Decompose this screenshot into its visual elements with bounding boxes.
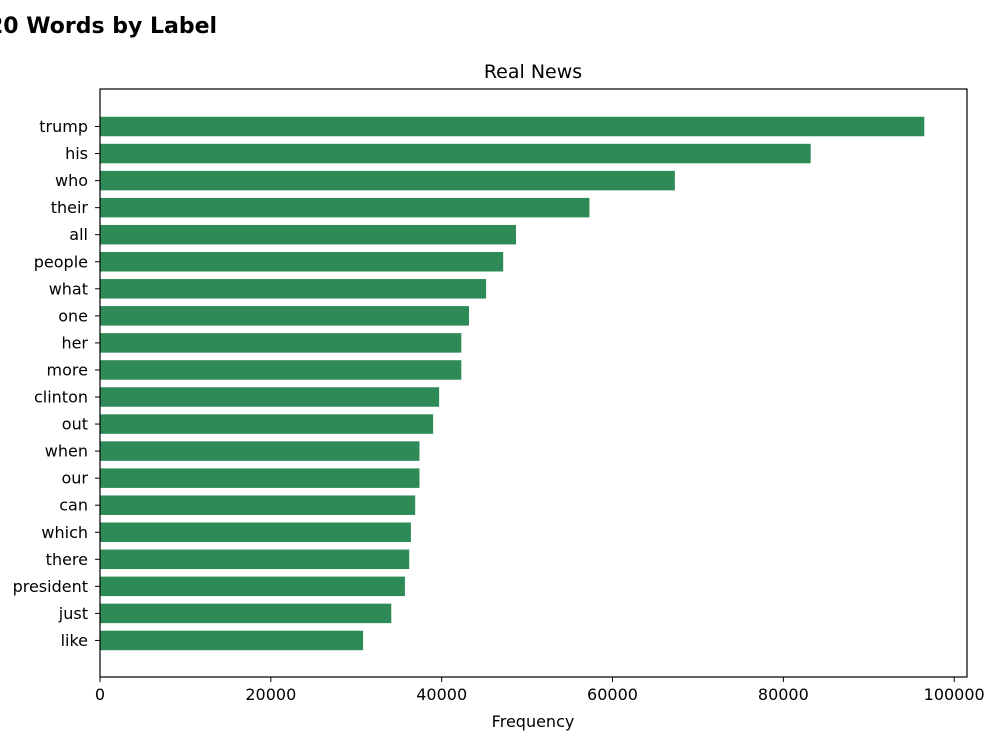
- bar-one: [100, 306, 470, 326]
- y-tick-label: our: [61, 469, 88, 488]
- y-tick-label: out: [62, 415, 88, 434]
- y-tick-label: there: [46, 550, 88, 569]
- chart-title: Real News: [484, 61, 582, 83]
- x-axis: 0 20000 40000 60000 80000 100000: [95, 677, 985, 704]
- bar-who: [100, 170, 675, 191]
- bar-her: [100, 333, 462, 353]
- x-tick-label: 40000: [416, 685, 467, 704]
- bar-our: [100, 468, 420, 488]
- y-tick-label: can: [59, 496, 88, 515]
- y-tick-label: more: [47, 360, 88, 379]
- bar-clinton: [100, 387, 440, 407]
- bar-their: [100, 197, 590, 218]
- y-tick-label: like: [61, 631, 88, 650]
- y-tick-label: all: [69, 225, 88, 244]
- y-tick-label: just: [58, 604, 88, 623]
- bar-out: [100, 414, 434, 434]
- figure-suptitle: 20 Words by Label: [0, 14, 217, 39]
- y-tick-label: what: [49, 279, 88, 298]
- x-tick-label: 60000: [587, 685, 638, 704]
- x-tick-label: 0: [95, 685, 105, 704]
- bar-people: [100, 252, 504, 272]
- y-axis: trump his who their all people what one her more c…: [13, 117, 100, 650]
- x-tick-label: 20000: [245, 685, 296, 704]
- bar-his: [100, 143, 811, 164]
- plot-frame: [99, 88, 968, 678]
- bar-what: [100, 279, 487, 299]
- y-tick-label: people: [34, 252, 88, 271]
- bar-trump: [100, 116, 925, 137]
- bar-like: [100, 630, 364, 651]
- bar-there: [100, 549, 410, 570]
- bar-more: [100, 360, 462, 380]
- x-tick-label: 80000: [758, 685, 809, 704]
- y-tick-label: trump: [39, 117, 88, 136]
- y-tick-label: one: [58, 306, 88, 325]
- bar-president: [100, 576, 405, 597]
- y-tick-label: who: [55, 171, 88, 190]
- x-tick-label: 100000: [924, 685, 985, 704]
- bar-just: [100, 603, 392, 624]
- y-tick-label: his: [65, 144, 88, 163]
- y-tick-label: president: [13, 577, 88, 596]
- bar-which: [100, 522, 411, 542]
- y-tick-label: her: [61, 333, 88, 352]
- bars-group: [100, 116, 925, 651]
- y-tick-label: clinton: [34, 388, 88, 407]
- x-axis-label: Frequency: [492, 712, 575, 731]
- y-tick-label: their: [51, 198, 89, 217]
- y-tick-label: which: [41, 523, 88, 542]
- y-tick-label: when: [45, 442, 88, 461]
- bar-all: [100, 224, 516, 245]
- bar-can: [100, 495, 416, 515]
- bar-when: [100, 441, 420, 461]
